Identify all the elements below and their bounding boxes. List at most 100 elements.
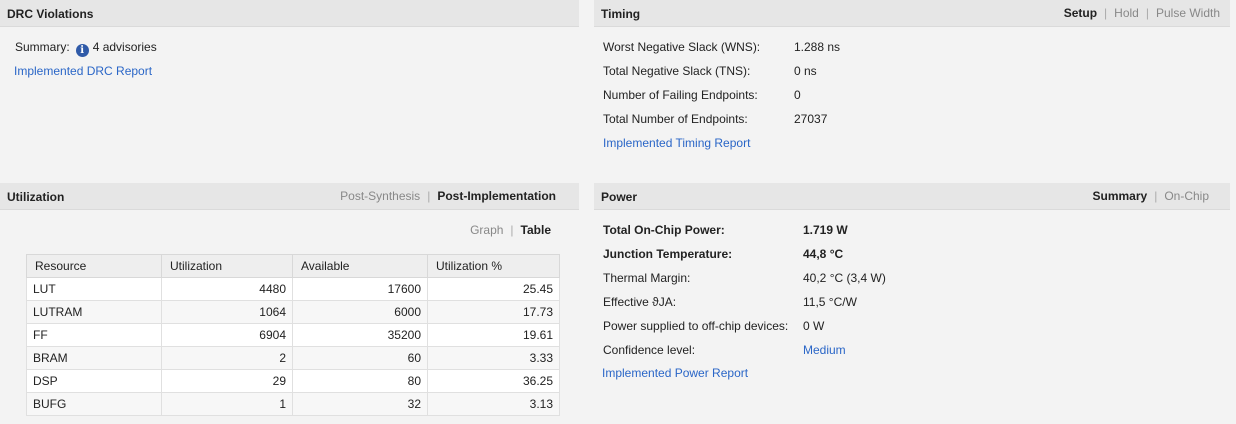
table-row[interactable]: LUT 4480 17600 25.45 <box>26 277 560 301</box>
tab-pulse-width[interactable]: Pulse Width <box>1155 6 1220 20</box>
power-panel-header: Power Summary | On-Chip <box>594 183 1230 210</box>
tab-separator: | <box>1154 189 1158 203</box>
utilization-table: Resource Utilization Available Utilizati… <box>26 254 560 416</box>
power-row-junction-temp: Junction Temperature: 44,8 °C <box>603 247 843 261</box>
power-label: Power supplied to off-chip devices: <box>603 319 789 333</box>
confidence-level-link[interactable]: Medium <box>803 343 846 357</box>
cell-utilization-percent: 19.61 <box>427 323 560 347</box>
power-label: Confidence level: <box>603 343 696 357</box>
power-row-confidence: Confidence level: Medium <box>603 343 846 357</box>
timing-panel-title: Timing <box>601 7 641 21</box>
table-row[interactable]: LUTRAM 1064 6000 17.73 <box>26 300 560 324</box>
utilization-view-tabs: Graph | Table <box>470 223 551 237</box>
power-label: Effective ϑJA: <box>603 295 677 309</box>
cell-utilization-percent: 3.33 <box>427 346 560 370</box>
timing-value: 27037 <box>794 112 828 126</box>
drc-summary-label: Summary: <box>15 40 70 54</box>
power-value: 0 W <box>803 319 825 333</box>
cell-resource: BUFG <box>26 392 162 416</box>
power-panel: Power Summary | On-Chip Total On-Chip Powe… <box>594 183 1230 424</box>
tab-summary[interactable]: Summary <box>1092 189 1148 203</box>
timing-tabs: Setup | Hold | Pulse Width <box>1064 6 1220 20</box>
power-value: 40,2 °C (3,4 W) <box>803 271 886 285</box>
cell-utilization: 4480 <box>161 277 293 301</box>
power-tabs: Summary | On-Chip <box>1092 189 1209 203</box>
tab-separator: | <box>1145 6 1149 20</box>
power-value: 11,5 °C/W <box>803 295 857 309</box>
cell-utilization: 29 <box>161 369 293 393</box>
drc-summary-value: 4 advisories <box>92 40 157 54</box>
cell-utilization: 1064 <box>161 300 293 324</box>
utilization-panel-header: Utilization Post-Synthesis | Post-Implemen… <box>0 183 579 210</box>
tab-post-implementation[interactable]: Post-Implementation <box>437 189 556 203</box>
column-header-utilization[interactable]: Utilization <box>161 254 293 278</box>
table-row[interactable]: BRAM 2 60 3.33 <box>26 346 560 370</box>
drc-panel-title: DRC Violations <box>7 7 94 21</box>
power-row-effective-theta-ja: Effective ϑJA: 11,5 °C/W <box>603 295 857 309</box>
timing-row-wns: Worst Negative Slack (WNS): 1.288 ns <box>603 40 840 54</box>
tab-post-synthesis[interactable]: Post-Synthesis <box>340 189 421 203</box>
cell-available: 60 <box>292 346 428 370</box>
drc-violations-panel: DRC Violations Summary: i 4 advisories Imp… <box>0 0 579 150</box>
drc-report-link[interactable]: Implemented DRC Report <box>14 64 153 78</box>
tab-table[interactable]: Table <box>520 223 551 237</box>
timing-report-link[interactable]: Implemented Timing Report <box>603 136 751 150</box>
table-row[interactable]: FF 6904 35200 19.61 <box>26 323 560 347</box>
table-header-row: Resource Utilization Available Utilizati… <box>26 254 560 278</box>
timing-label: Number of Failing Endpoints: <box>603 88 758 102</box>
cell-resource: FF <box>26 323 162 347</box>
cell-resource: BRAM <box>26 346 162 370</box>
power-row-total-on-chip: Total On-Chip Power: 1.719 W <box>603 223 848 237</box>
cell-utilization-percent: 3.13 <box>427 392 560 416</box>
timing-panel: Timing Setup | Hold | Pulse Width Worst Nega… <box>594 0 1230 160</box>
cell-resource: LUTRAM <box>26 300 162 324</box>
cell-utilization-percent: 36.25 <box>427 369 560 393</box>
power-value: 44,8 °C <box>803 247 844 261</box>
cell-utilization-percent: 17.73 <box>427 300 560 324</box>
cell-utilization: 1 <box>161 392 293 416</box>
column-header-available[interactable]: Available <box>292 254 428 278</box>
timing-row-failing-endpoints: Number of Failing Endpoints: 0 <box>603 88 801 102</box>
drc-summary-row: Summary: i 4 advisories <box>15 40 157 57</box>
timing-value: 0 <box>794 88 801 102</box>
power-label: Thermal Margin: <box>603 271 691 285</box>
cell-resource: LUT <box>26 277 162 301</box>
cell-utilization: 2 <box>161 346 293 370</box>
power-value: 1.719 W <box>803 223 848 237</box>
tab-separator: | <box>510 223 514 237</box>
cell-available: 32 <box>292 392 428 416</box>
timing-value: 1.288 ns <box>794 40 841 54</box>
timing-row-total-endpoints: Total Number of Endpoints: 27037 <box>603 112 827 126</box>
tab-on-chip[interactable]: On-Chip <box>1164 189 1209 203</box>
cell-available: 80 <box>292 369 428 393</box>
power-panel-title: Power <box>601 190 638 204</box>
drc-panel-header: DRC Violations <box>0 0 579 27</box>
power-label: Total On-Chip Power: <box>603 223 725 237</box>
column-header-resource[interactable]: Resource <box>26 254 162 278</box>
table-row[interactable]: BUFG 1 32 3.13 <box>26 392 560 416</box>
tab-graph[interactable]: Graph <box>470 223 504 237</box>
cell-utilization-percent: 25.45 <box>427 277 560 301</box>
timing-label: Total Number of Endpoints: <box>603 112 748 126</box>
cell-available: 6000 <box>292 300 428 324</box>
tab-setup[interactable]: Setup <box>1063 6 1098 20</box>
info-icon: i <box>75 44 89 57</box>
timing-value: 0 ns <box>794 64 817 78</box>
timing-panel-header: Timing Setup | Hold | Pulse Width <box>594 0 1230 27</box>
cell-resource: DSP <box>26 369 162 393</box>
power-label: Junction Temperature: <box>603 247 733 261</box>
timing-row-tns: Total Negative Slack (TNS): 0 ns <box>603 64 817 78</box>
utilization-tabs: Post-Synthesis | Post-Implementation <box>340 189 556 203</box>
power-row-thermal-margin: Thermal Margin: 40,2 °C (3,4 W) <box>603 271 886 285</box>
table-row[interactable]: DSP 29 80 36.25 <box>26 369 560 393</box>
power-report-link[interactable]: Implemented Power Report <box>602 366 749 380</box>
power-row-off-chip: Power supplied to off-chip devices: 0 W <box>603 319 824 333</box>
cell-utilization: 6904 <box>161 323 293 347</box>
tab-separator: | <box>427 189 431 203</box>
utilization-panel: Utilization Post-Synthesis | Post-Implemen… <box>0 183 579 424</box>
cell-available: 17600 <box>292 277 428 301</box>
column-header-utilization-percent[interactable]: Utilization % <box>427 254 560 278</box>
timing-label: Worst Negative Slack (WNS): <box>603 40 761 54</box>
tab-hold[interactable]: Hold <box>1114 6 1139 20</box>
cell-available: 35200 <box>292 323 428 347</box>
